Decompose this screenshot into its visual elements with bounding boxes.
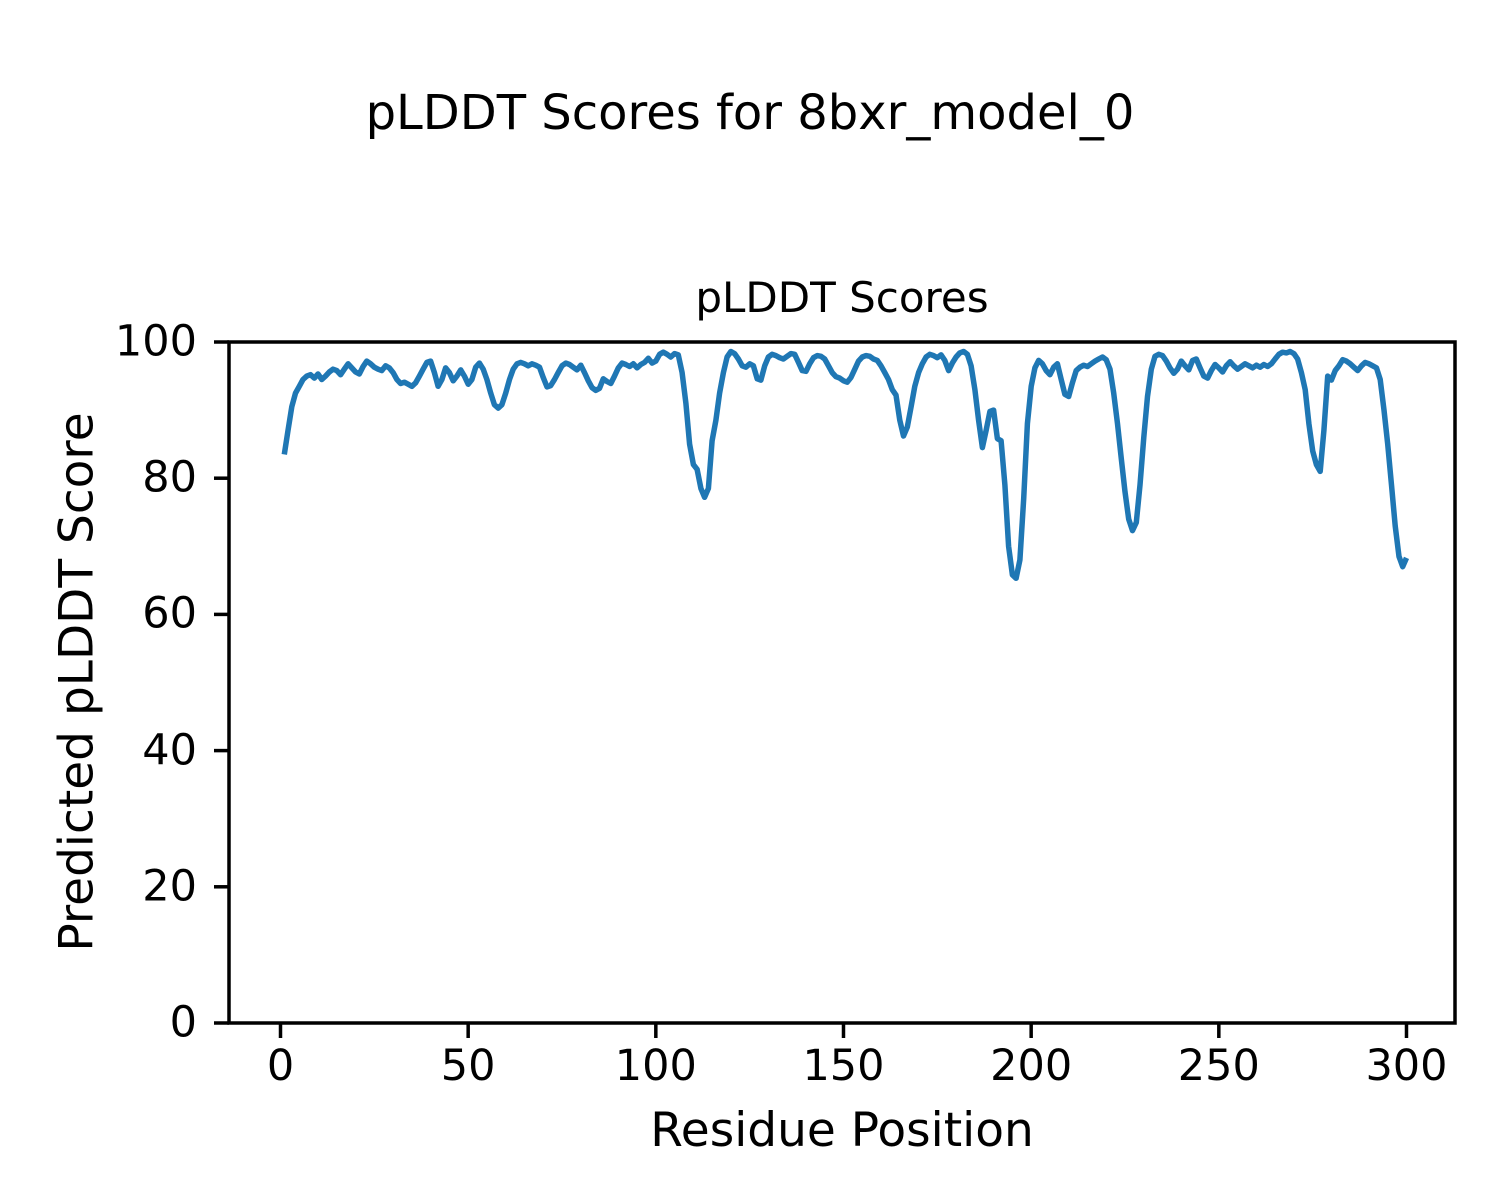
- y-tick-label: 60: [142, 588, 197, 639]
- axes-spines: [227, 340, 1457, 1025]
- x-tick-label: 100: [614, 1041, 697, 1091]
- plddt-line: [281, 348, 1410, 582]
- x-axis-label: Residue Position: [650, 1103, 1034, 1158]
- y-axis-label: Predicted pLDDT Score: [49, 412, 105, 952]
- x-tick-label: 250: [1177, 1041, 1260, 1091]
- axes-title: pLDDT Scores: [695, 273, 989, 322]
- y-tick-label: 80: [142, 452, 197, 503]
- y-tick-label: 100: [114, 316, 197, 367]
- y-tick-label: 40: [142, 725, 197, 776]
- x-tick-label: 50: [440, 1041, 496, 1091]
- tick-marks: [214, 340, 1409, 1038]
- x-tick-label: 150: [802, 1041, 885, 1091]
- x-tick-label: 300: [1365, 1041, 1448, 1091]
- x-tick-label: 0: [266, 1041, 295, 1091]
- x-tick-label: 200: [990, 1041, 1073, 1091]
- y-tick-label: 20: [142, 861, 197, 912]
- figure-title: pLDDT Scores for 8bxr_model_0: [365, 85, 1135, 141]
- y-tick-label: 0: [169, 997, 197, 1048]
